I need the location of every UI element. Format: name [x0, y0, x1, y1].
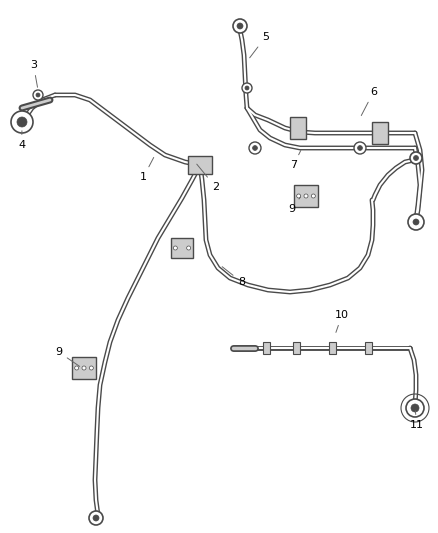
Circle shape [93, 515, 99, 521]
Circle shape [36, 93, 40, 97]
Text: 2: 2 [197, 164, 219, 192]
Circle shape [33, 90, 43, 100]
Text: 3: 3 [30, 60, 38, 87]
FancyBboxPatch shape [72, 357, 96, 379]
Bar [328, 342, 336, 354]
Text: 7: 7 [290, 150, 301, 170]
Circle shape [253, 146, 258, 150]
FancyBboxPatch shape [171, 238, 193, 258]
Circle shape [89, 511, 103, 525]
FancyBboxPatch shape [290, 117, 306, 139]
Bar [364, 342, 371, 354]
Text: 9: 9 [55, 347, 80, 366]
Circle shape [413, 219, 419, 225]
Circle shape [89, 366, 93, 370]
Text: 8: 8 [222, 266, 245, 287]
Circle shape [311, 194, 315, 198]
Text: 11: 11 [410, 411, 424, 430]
Circle shape [249, 142, 261, 154]
Bar [262, 342, 269, 354]
Text: 10: 10 [335, 310, 349, 333]
Circle shape [242, 83, 252, 93]
Circle shape [233, 19, 247, 33]
Circle shape [357, 146, 362, 150]
Circle shape [411, 404, 419, 412]
Circle shape [354, 142, 366, 154]
Text: 1: 1 [140, 157, 154, 182]
Circle shape [406, 399, 424, 417]
Text: 9: 9 [288, 197, 300, 214]
Text: 4: 4 [18, 131, 25, 150]
Circle shape [11, 111, 33, 133]
Circle shape [304, 194, 308, 198]
FancyBboxPatch shape [372, 122, 388, 144]
Circle shape [237, 23, 243, 29]
Circle shape [187, 246, 191, 250]
Circle shape [17, 117, 27, 127]
Text: 5: 5 [250, 32, 269, 58]
Circle shape [82, 366, 86, 370]
FancyBboxPatch shape [294, 185, 318, 207]
Circle shape [410, 152, 422, 164]
Circle shape [245, 86, 249, 90]
Circle shape [297, 194, 300, 198]
FancyBboxPatch shape [188, 156, 212, 174]
Circle shape [173, 246, 177, 250]
Circle shape [408, 214, 424, 230]
Circle shape [74, 366, 79, 370]
Bar [293, 342, 300, 354]
Circle shape [413, 156, 418, 160]
Text: 6: 6 [361, 87, 377, 116]
